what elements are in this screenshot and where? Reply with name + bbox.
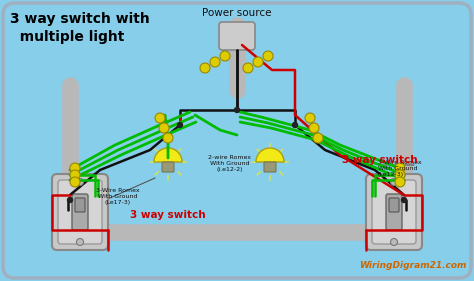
Text: 3 way switch: 3 way switch (130, 210, 206, 220)
FancyBboxPatch shape (162, 162, 174, 172)
FancyBboxPatch shape (75, 198, 85, 212)
Circle shape (163, 133, 173, 143)
Circle shape (292, 123, 298, 128)
Text: 2-wire Romex
With Ground
(i.e12-2): 2-wire Romex With Ground (i.e12-2) (209, 155, 252, 172)
Circle shape (313, 133, 323, 143)
Text: Power source: Power source (202, 8, 272, 18)
Circle shape (305, 113, 315, 123)
FancyBboxPatch shape (386, 194, 402, 230)
FancyBboxPatch shape (219, 22, 255, 50)
Circle shape (401, 198, 407, 203)
Circle shape (235, 108, 239, 112)
Circle shape (220, 51, 230, 61)
Circle shape (76, 178, 83, 185)
Circle shape (395, 170, 405, 180)
Text: 3 way switch with
  multiple light: 3 way switch with multiple light (10, 12, 150, 44)
FancyBboxPatch shape (72, 194, 88, 230)
FancyBboxPatch shape (52, 174, 108, 250)
Polygon shape (256, 148, 284, 162)
Circle shape (159, 123, 169, 133)
Circle shape (200, 63, 210, 73)
Circle shape (253, 57, 263, 67)
Circle shape (243, 63, 253, 73)
Circle shape (70, 177, 80, 187)
Text: 3-Wire Romex
With Ground
(Le12-3): 3-Wire Romex With Ground (Le12-3) (378, 160, 422, 176)
Circle shape (395, 163, 405, 173)
Circle shape (177, 123, 182, 128)
Circle shape (263, 51, 273, 61)
Text: 3 way switch: 3 way switch (342, 155, 418, 165)
FancyBboxPatch shape (366, 174, 422, 250)
Text: WiringDigram21.com: WiringDigram21.com (359, 261, 466, 270)
Circle shape (309, 123, 319, 133)
FancyBboxPatch shape (264, 162, 276, 172)
Text: 3-Wire Romex
With Ground
(Le17-3): 3-Wire Romex With Ground (Le17-3) (96, 188, 140, 205)
Circle shape (391, 239, 398, 246)
Circle shape (67, 198, 73, 203)
Circle shape (155, 113, 165, 123)
Circle shape (76, 239, 83, 246)
FancyBboxPatch shape (58, 180, 102, 244)
FancyBboxPatch shape (372, 180, 416, 244)
FancyBboxPatch shape (389, 198, 399, 212)
Circle shape (70, 170, 80, 180)
Circle shape (210, 57, 220, 67)
Circle shape (70, 163, 80, 173)
Circle shape (395, 177, 405, 187)
Polygon shape (154, 148, 182, 162)
FancyBboxPatch shape (3, 3, 471, 278)
Circle shape (391, 178, 398, 185)
